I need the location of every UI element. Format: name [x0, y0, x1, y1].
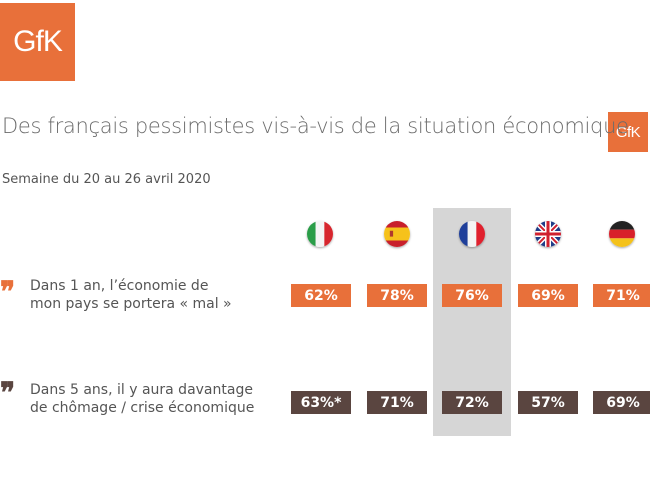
gfk-logo: GfK: [0, 3, 75, 81]
value-row2-spain: 71%: [367, 391, 427, 414]
value-row1-italy: 62%: [291, 284, 351, 307]
value-row2-france: 72%: [442, 391, 502, 414]
value-row2-uk: 57%: [518, 391, 578, 414]
uk-flag-icon: [535, 221, 561, 247]
gfk-logo-small: GfK: [608, 112, 648, 152]
value-row2-italy: 63%*: [291, 391, 351, 414]
germany-flag-icon: [609, 221, 635, 247]
italy-flag-icon: [307, 221, 333, 247]
value-row2-germany: 69%: [593, 391, 650, 414]
quote-icon: ❞: [0, 376, 16, 409]
quote-icon: ❞: [0, 275, 16, 308]
spain-flag-icon: [384, 221, 410, 247]
row-label-1-line2: mon pays se portera « mal »: [30, 296, 232, 312]
row-label-2-line1: Dans 5 ans, il y aura davantage: [30, 382, 253, 398]
value-row1-spain: 78%: [367, 284, 427, 307]
row-label-1: Dans 1 an, l’économie de mon pays se por…: [30, 277, 232, 313]
value-row1-germany: 71%: [593, 284, 650, 307]
page-subtitle: Semaine du 20 au 26 avril 2020: [2, 172, 211, 187]
value-row1-uk: 69%: [518, 284, 578, 307]
row-label-1-line1: Dans 1 an, l’économie de: [30, 278, 209, 294]
row-label-2-line2: de chômage / crise économique: [30, 400, 255, 416]
france-flag-icon: [459, 221, 485, 247]
value-row1-france: 76%: [442, 284, 502, 307]
row-label-2: Dans 5 ans, il y aura davantage de chôma…: [30, 381, 254, 417]
page-title: Des français pessimistes vis-à-vis de la…: [2, 114, 629, 138]
